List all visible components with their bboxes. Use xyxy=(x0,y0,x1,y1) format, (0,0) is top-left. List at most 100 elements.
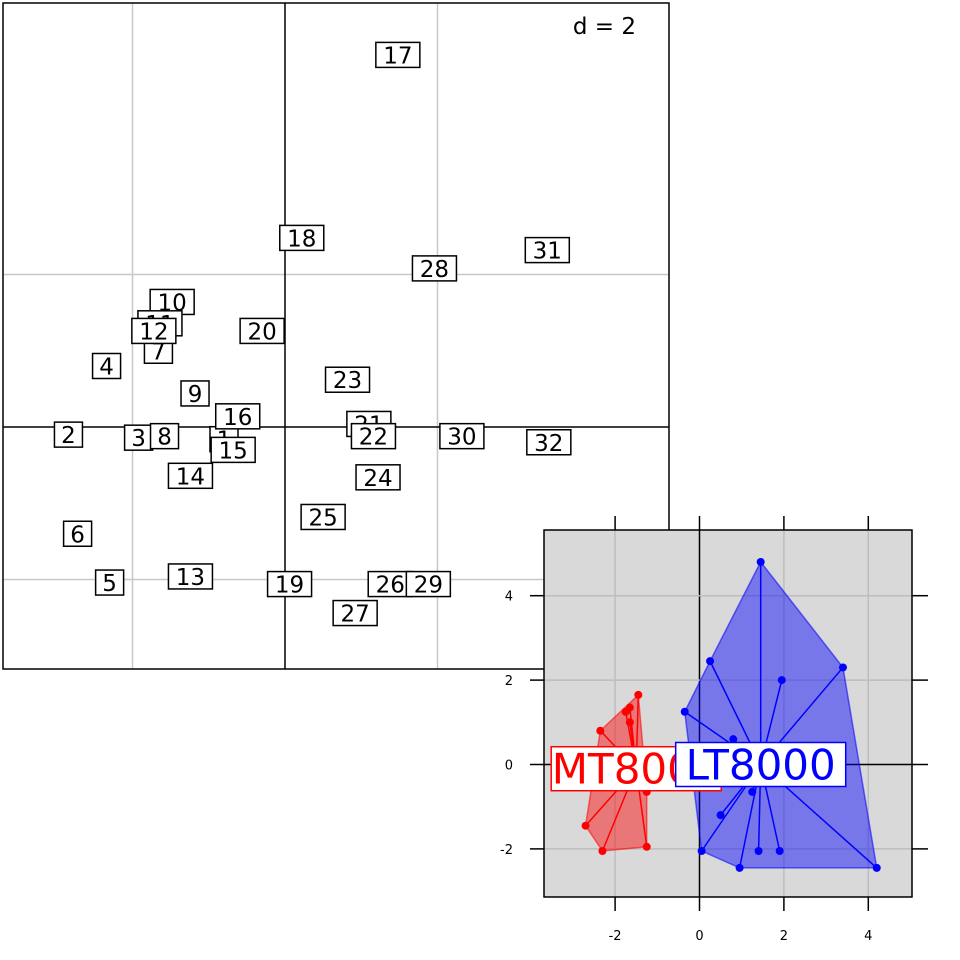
point-label-23: 23 xyxy=(324,366,371,394)
point-label-box xyxy=(210,436,256,464)
point-label-box xyxy=(367,570,413,598)
main-point-labels: 1234567891011121314151617181920212223242… xyxy=(53,41,572,628)
group-point-mt8000 xyxy=(581,821,590,830)
point-label-text: 2 xyxy=(61,423,76,449)
inset-xtick-label: 2 xyxy=(780,929,788,944)
inset-xtick-label: 0 xyxy=(695,929,703,944)
inset-xtick-label: 4 xyxy=(864,929,872,944)
point-label-31: 31 xyxy=(524,236,571,265)
point-label-text: 9 xyxy=(188,382,203,408)
point-label-17: 17 xyxy=(375,41,421,69)
point-label-box xyxy=(350,422,397,450)
group-point-lt8000 xyxy=(680,707,689,716)
inset-ticks: -2 0 2 4 -2 0 2 4 xyxy=(500,516,928,944)
point-label-box xyxy=(180,380,210,407)
point-label-24: 24 xyxy=(355,464,401,492)
point-label-text: 3 xyxy=(131,426,146,452)
point-label-20: 20 xyxy=(239,317,285,345)
point-label-box xyxy=(332,599,378,627)
group-label-box xyxy=(674,741,847,788)
group-point-mt8000 xyxy=(598,847,607,856)
point-label-text: 15 xyxy=(219,438,248,464)
point-label-29: 29 xyxy=(405,570,452,599)
point-label-9: 9 xyxy=(180,380,210,408)
point-label-text: 5 xyxy=(102,571,117,597)
point-label-box xyxy=(94,569,125,596)
group-point-lt8000 xyxy=(775,847,784,856)
point-label-5: 5 xyxy=(94,569,125,597)
point-label-2: 2 xyxy=(53,421,84,449)
point-label-box xyxy=(524,236,571,264)
point-label-text: 19 xyxy=(275,573,304,599)
group-point-lt8000 xyxy=(872,863,881,872)
group-point-lt8000 xyxy=(754,847,763,856)
point-label-3: 3 xyxy=(123,424,154,452)
point-label-13: 13 xyxy=(167,563,214,591)
group-point-lt8000 xyxy=(716,811,725,820)
point-label-19: 19 xyxy=(266,570,313,599)
main-label-scatter: 1234567891011121314151617181920212223242… xyxy=(2,2,670,670)
point-label-text: 8 xyxy=(157,425,172,451)
group-point-lt8000 xyxy=(756,557,765,566)
group-point-lt8000 xyxy=(748,787,757,796)
point-label-text: 4 xyxy=(99,355,114,381)
point-label-box xyxy=(167,462,214,490)
group-point-mt8000 xyxy=(634,690,643,699)
inset-groups xyxy=(581,557,881,872)
point-label-14: 14 xyxy=(167,462,214,490)
group-point-mt8000 xyxy=(642,842,651,851)
group-label-lt8000: LT8000 xyxy=(674,741,847,790)
point-label-text: 32 xyxy=(534,431,563,457)
group-point-mt8000 xyxy=(621,707,630,716)
point-label-text: 27 xyxy=(341,602,370,628)
group-label-text: LT8000 xyxy=(686,741,836,790)
point-label-6: 6 xyxy=(62,520,93,548)
point-label-22: 22 xyxy=(350,422,397,451)
point-label-text: 13 xyxy=(176,565,205,591)
point-label-text: 12 xyxy=(139,319,168,345)
point-label-box xyxy=(355,464,401,491)
inset-frame xyxy=(543,529,913,898)
point-label-box xyxy=(91,352,122,380)
point-label-25: 25 xyxy=(300,503,346,531)
point-label-box xyxy=(439,422,485,450)
point-label-box xyxy=(53,421,84,448)
point-label-text: 23 xyxy=(333,368,362,394)
point-label-text: 29 xyxy=(414,573,443,599)
point-label-box xyxy=(149,422,180,450)
group-point-lt8000 xyxy=(777,676,786,685)
point-label-box xyxy=(62,520,93,547)
point-label-32: 32 xyxy=(526,429,572,457)
group-point-lt8000 xyxy=(706,657,715,666)
group-point-lt8000 xyxy=(838,663,847,672)
point-label-box xyxy=(279,224,325,252)
point-label-box xyxy=(324,366,371,393)
inset-ytick-label: -2 xyxy=(500,843,513,858)
group-point-lt8000 xyxy=(729,735,738,744)
point-label-box xyxy=(266,570,313,598)
group-hull-lt8000 xyxy=(683,560,878,869)
point-label-box xyxy=(214,403,261,430)
inset-xtick-label: -2 xyxy=(609,929,622,944)
point-label-box xyxy=(239,317,285,345)
point-label-text: 7 xyxy=(151,339,166,365)
point-label-box xyxy=(300,503,346,531)
group-point-mt8000 xyxy=(596,726,605,735)
point-label-8: 8 xyxy=(149,422,180,451)
point-label-text: 14 xyxy=(176,464,205,490)
group-point-lt8000 xyxy=(735,863,744,872)
inset-ytick-label: 0 xyxy=(505,759,513,774)
point-label-15: 15 xyxy=(210,436,256,464)
point-label-text: 16 xyxy=(223,405,252,431)
d-scale-annotation: d = 2 xyxy=(573,14,636,40)
point-label-12: 12 xyxy=(131,317,177,345)
point-label-text: 20 xyxy=(247,319,276,345)
point-label-text: 17 xyxy=(383,43,412,69)
point-label-text: 6 xyxy=(70,522,85,548)
inset-ytick-label: 2 xyxy=(505,674,513,689)
point-label-28: 28 xyxy=(411,255,458,283)
point-label-box xyxy=(131,317,177,345)
